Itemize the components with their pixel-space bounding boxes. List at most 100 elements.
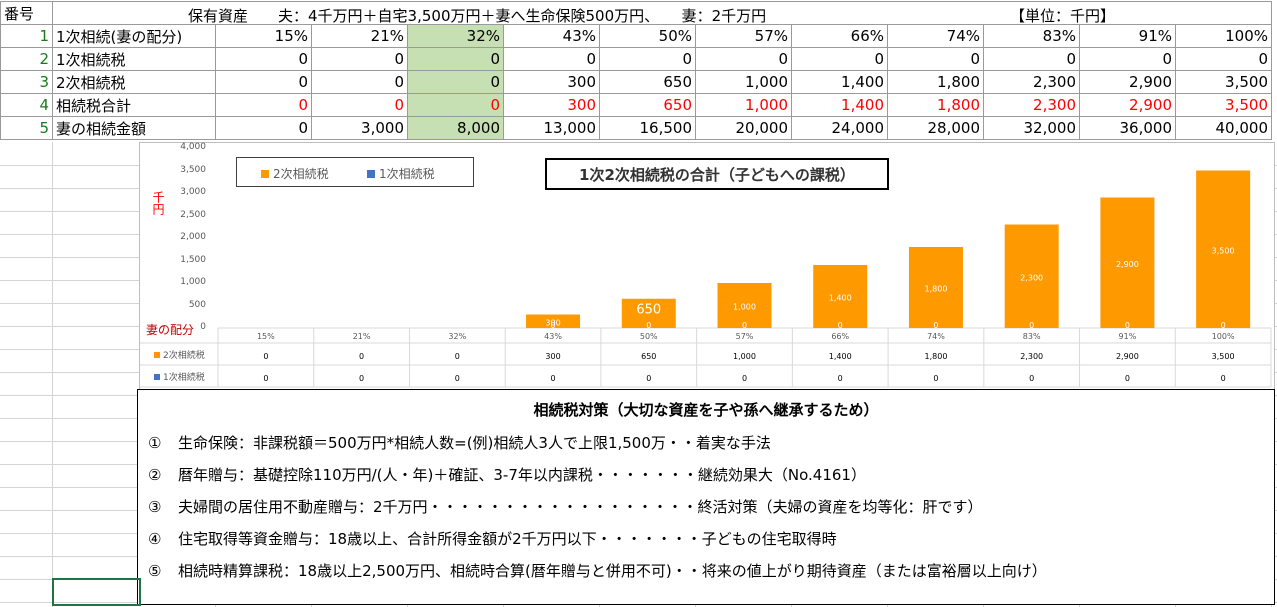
table-cell[interactable]: 0 <box>407 47 504 71</box>
table-cell[interactable]: 0 <box>1079 47 1176 71</box>
bar-2ji <box>717 283 772 328</box>
table-cell[interactable]: 3,500 <box>1175 70 1272 94</box>
table-cell[interactable]: 0 <box>503 47 600 71</box>
table-cell[interactable]: 28,000 <box>887 116 984 140</box>
table-cell[interactable]: 83% <box>983 24 1080 48</box>
chart-title[interactable]: 1次2次相続税の合計（子どもへの課税） <box>545 158 889 190</box>
note-item: ⑤ 相続時精算課税：18歳以上2,500万円、相続時合算(暦年贈与と併用不可)・・… <box>148 560 1047 581</box>
x-tick-label: 74% <box>927 332 945 341</box>
row-number[interactable]: 2 <box>0 47 53 71</box>
row-number[interactable]: 4 <box>0 93 53 117</box>
table-cell[interactable]: 0 <box>599 47 696 71</box>
bar-value-label-1ji: 0 <box>933 321 938 330</box>
table-cell[interactable]: 0 <box>407 93 504 117</box>
chart-legend[interactable]: 2次相続税 1次相続税 <box>236 157 474 187</box>
row-label[interactable]: 1次相続税 <box>52 47 216 71</box>
table-cell[interactable]: 8,000 <box>407 116 504 140</box>
bar-value-label-1ji: 0 <box>1125 321 1130 330</box>
row-label[interactable]: 相続税合計 <box>52 93 216 117</box>
table-cell[interactable]: 74% <box>887 24 984 48</box>
table-cell[interactable]: 2,300 <box>983 70 1080 94</box>
table-cell[interactable]: 100% <box>1175 24 1272 48</box>
table-cell[interactable]: 0 <box>215 93 312 117</box>
table-cell[interactable]: 21% <box>311 24 408 48</box>
table-cell[interactable]: 0 <box>407 70 504 94</box>
table-cell[interactable]: 300 <box>503 70 600 94</box>
table-cell[interactable]: 36,000 <box>1079 116 1176 140</box>
x-tick-label: 21% <box>353 332 371 341</box>
row-label[interactable]: 1次相続(妻の配分) <box>52 24 216 48</box>
selected-cell[interactable] <box>52 578 141 606</box>
row-label[interactable]: 2次相続税 <box>52 70 216 94</box>
x-tick-label: 100% <box>1212 332 1235 341</box>
data-table-row-series-2: 1次相続税 <box>154 370 205 383</box>
legend-swatch-orange <box>261 169 269 178</box>
data-table-cell: 0 <box>263 352 268 361</box>
table-cell[interactable]: 13,000 <box>503 116 600 140</box>
table-cell[interactable]: 1,000 <box>695 93 792 117</box>
table-cell[interactable]: 2,300 <box>983 93 1080 117</box>
data-table-cell: 0 <box>550 374 555 383</box>
row-label[interactable]: 妻の相続金額 <box>52 116 216 140</box>
y-tick-label: 1,000 <box>180 277 206 287</box>
table-cell[interactable]: 16,500 <box>599 116 696 140</box>
table-cell[interactable]: 40,000 <box>1175 116 1272 140</box>
data-table-cell: 0 <box>359 374 364 383</box>
table-cell[interactable]: 300 <box>503 93 600 117</box>
chart[interactable]: 15% 0 0 21% 0 0 32% 0 0 300 0 43% 300 0 650 0 50% 650 0 1,0… <box>139 142 1275 391</box>
table-cell[interactable]: 0 <box>215 70 312 94</box>
x-tick-label: 50% <box>640 332 658 341</box>
table-cell[interactable]: 0 <box>311 47 408 71</box>
row-number[interactable]: 5 <box>0 116 53 140</box>
table-cell[interactable]: 0 <box>887 47 984 71</box>
data-table-cell: 1,800 <box>925 352 948 361</box>
table-cell[interactable]: 0 <box>983 47 1080 71</box>
bar-value-label: 1,400 <box>829 294 852 303</box>
table-cell[interactable]: 15% <box>215 24 312 48</box>
table-cell[interactable]: 20,000 <box>695 116 792 140</box>
bar-value-label: 2,300 <box>1020 273 1043 282</box>
bar-2ji <box>621 298 676 328</box>
bar-value-label: 1,800 <box>925 285 948 294</box>
data-table-cell: 0 <box>263 374 268 383</box>
x-tick-label: 83% <box>1023 332 1041 341</box>
table-cell[interactable]: 24,000 <box>791 116 888 140</box>
table-cell[interactable]: 0 <box>311 70 408 94</box>
row-number[interactable]: 3 <box>0 70 53 94</box>
table-cell[interactable]: 91% <box>1079 24 1176 48</box>
table-cell[interactable]: 0 <box>215 47 312 71</box>
table-cell[interactable]: 1,800 <box>887 70 984 94</box>
table-cell[interactable]: 650 <box>599 93 696 117</box>
table-cell[interactable]: 43% <box>503 24 600 48</box>
table-cell[interactable]: 2,900 <box>1079 93 1176 117</box>
note-text: 住宅取得等資金贈与：18歳以上、合計所得金額が2千万円以下・・・・・・・子どもの… <box>178 530 837 548</box>
x-tick-label: 15% <box>257 332 275 341</box>
table-cell[interactable]: 0 <box>215 116 312 140</box>
table-cell[interactable]: 1,400 <box>791 93 888 117</box>
table-cell[interactable]: 0 <box>311 93 408 117</box>
header-cell[interactable]: 保有資産 夫：4千万円＋自宅3,500万円＋妻へ生命保険500万円、 妻：2千万… <box>52 1 1272 25</box>
table-cell[interactable]: 3,500 <box>1175 93 1272 117</box>
note-text: 生命保険：非課税額＝500万円*相続人数=(例)相続人3人で上限1,500万・・… <box>178 434 771 452</box>
table-cell[interactable]: 2,900 <box>1079 70 1176 94</box>
note-text: 暦年贈与：基礎控除110万円/(人・年)＋確証、3-7年以内課税・・・・・・・継… <box>178 466 866 484</box>
header-unit: 【単位：千円】 <box>1010 7 1116 25</box>
table-cell[interactable]: 32,000 <box>983 116 1080 140</box>
y-tick-label: 1,500 <box>180 254 206 265</box>
table-cell[interactable]: 0 <box>695 47 792 71</box>
notes-textbox[interactable]: 相続税対策（大切な資産を子や孫へ継承するため） ① 生命保険：非課税額＝500万円… <box>137 389 1275 605</box>
table-cell[interactable]: 3,000 <box>311 116 408 140</box>
table-cell[interactable]: 0 <box>1175 47 1272 71</box>
header-col-label[interactable]: 番号 <box>0 1 53 25</box>
table-cell[interactable]: 66% <box>791 24 888 48</box>
table-cell[interactable]: 50% <box>599 24 696 48</box>
table-cell[interactable]: 650 <box>599 70 696 94</box>
row-number[interactable]: 1 <box>0 24 53 48</box>
table-cell[interactable]: 1,000 <box>695 70 792 94</box>
x-axis-label: 妻の配分 <box>146 323 195 337</box>
table-cell[interactable]: 1,400 <box>791 70 888 94</box>
table-cell[interactable]: 32% <box>407 24 504 48</box>
table-cell[interactable]: 1,800 <box>887 93 984 117</box>
table-cell[interactable]: 0 <box>791 47 888 71</box>
table-cell[interactable]: 57% <box>695 24 792 48</box>
